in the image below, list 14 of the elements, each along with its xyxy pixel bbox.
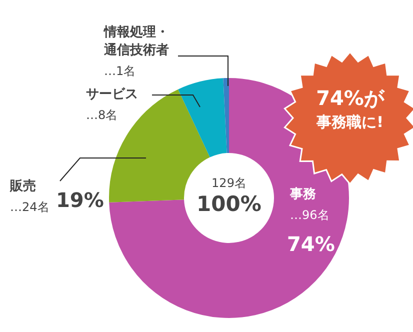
data-label: …96名 [290, 207, 330, 224]
slice-label: サービス [86, 86, 139, 104]
text: 事務職に! [316, 112, 384, 133]
slice-label: 事務 [290, 186, 317, 204]
data-label: …1名 [104, 63, 137, 80]
text: 100% [196, 192, 262, 216]
data-label: …24名 [10, 200, 50, 214]
text: 74%が [315, 86, 386, 110]
text: 74% [287, 232, 335, 256]
text: 129名 [210, 175, 248, 192]
text: 19% [56, 188, 104, 212]
slice-label: 販売 [10, 179, 36, 194]
slice-label: 情報処理・通信技術者 [104, 24, 170, 60]
data-label: …8名 [86, 107, 119, 124]
